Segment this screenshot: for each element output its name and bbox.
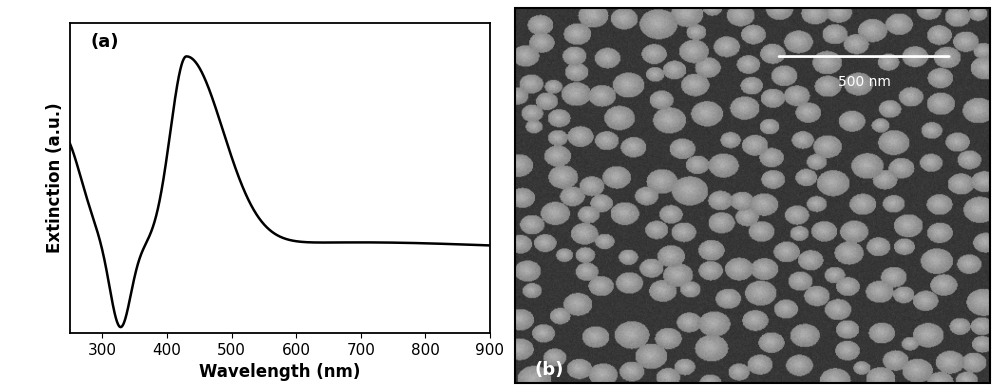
Text: (b): (b) — [534, 361, 563, 378]
X-axis label: Wavelength (nm): Wavelength (nm) — [199, 363, 361, 381]
Text: 500 nm: 500 nm — [838, 75, 891, 89]
Text: (a): (a) — [91, 33, 120, 51]
Y-axis label: Extinction (a.u.): Extinction (a.u.) — [46, 103, 64, 253]
